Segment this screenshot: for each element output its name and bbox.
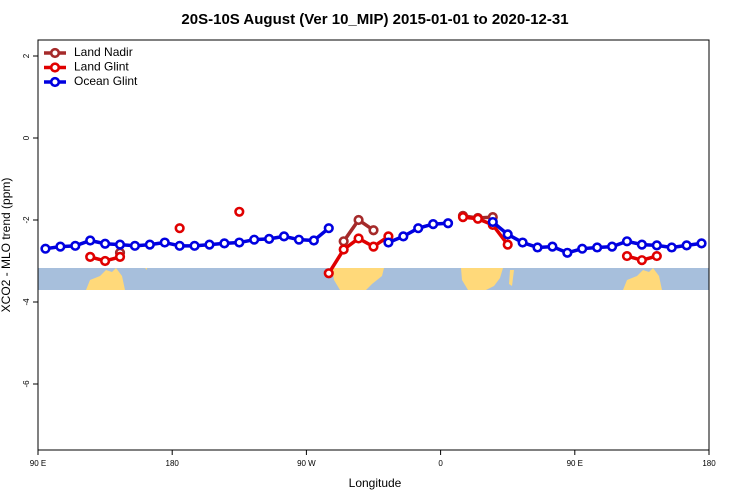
y-tick-label: -6 (22, 380, 31, 388)
legend-label: Land Nadir (74, 45, 133, 59)
point (323, 223, 334, 234)
point (308, 235, 319, 246)
point (547, 241, 558, 252)
y-tick-label: 2 (22, 53, 31, 58)
point (264, 233, 275, 244)
point (278, 231, 290, 242)
point (636, 255, 648, 266)
x-tick-label: 90 E (567, 459, 583, 468)
point (114, 251, 126, 262)
legend-swatch (49, 62, 61, 73)
y-tick-label: -2 (22, 216, 31, 224)
point (428, 218, 439, 230)
point (99, 238, 111, 249)
legend-label: Land Glint (74, 60, 129, 74)
point (114, 239, 126, 250)
point (189, 240, 200, 251)
point (696, 238, 707, 249)
point (577, 243, 588, 254)
legend-swatch (49, 76, 61, 88)
x-tick-label: 90 W (297, 459, 316, 468)
point (55, 241, 66, 252)
point (338, 236, 349, 247)
x-tick-label: 0 (438, 459, 443, 468)
point (234, 206, 245, 217)
point (159, 237, 170, 248)
point (249, 234, 260, 245)
point (353, 214, 364, 226)
point (85, 235, 96, 246)
point (666, 242, 677, 253)
point (368, 241, 379, 252)
x-tick-label: 90 E (30, 459, 46, 468)
x-tick-label: 180 (166, 459, 180, 468)
chart-title: 20S-10S August (Ver 10_MIP) 2015-01-01 t… (181, 11, 568, 28)
point (174, 240, 185, 251)
point (681, 240, 692, 251)
point (338, 244, 349, 255)
point (621, 250, 633, 262)
point (413, 223, 424, 234)
point (562, 247, 573, 258)
point (204, 239, 215, 250)
x-axis-label: Longitude (349, 476, 402, 490)
point (651, 250, 662, 262)
point (398, 231, 409, 242)
point (636, 239, 648, 250)
y-axis-label: XCO2 - MLO trend (ppm) (0, 178, 13, 313)
point (487, 216, 498, 228)
point (99, 255, 111, 267)
point (293, 234, 305, 245)
point (502, 229, 513, 240)
point (517, 237, 528, 248)
point (532, 242, 543, 253)
plot-frame (37, 39, 710, 451)
point (234, 237, 245, 248)
point (85, 251, 96, 262)
y-tick-label: -4 (22, 298, 31, 306)
point (129, 240, 141, 251)
point (323, 268, 334, 279)
point (651, 240, 662, 251)
point (353, 233, 364, 244)
point (592, 242, 603, 253)
point (606, 241, 618, 252)
point (472, 213, 483, 224)
point (457, 212, 469, 223)
point (621, 236, 633, 247)
point (174, 223, 185, 234)
map-strip (38, 268, 709, 290)
point (219, 238, 230, 249)
point (144, 239, 155, 250)
point (40, 243, 51, 254)
point (70, 240, 81, 251)
legend-swatch (49, 47, 61, 59)
point (383, 237, 394, 248)
point (442, 218, 454, 229)
point (502, 239, 513, 250)
legend-label: Ocean Glint (74, 74, 138, 88)
y-tick-label: 0 (22, 135, 31, 140)
point (368, 225, 379, 236)
x-tick-label: 180 (702, 459, 716, 468)
